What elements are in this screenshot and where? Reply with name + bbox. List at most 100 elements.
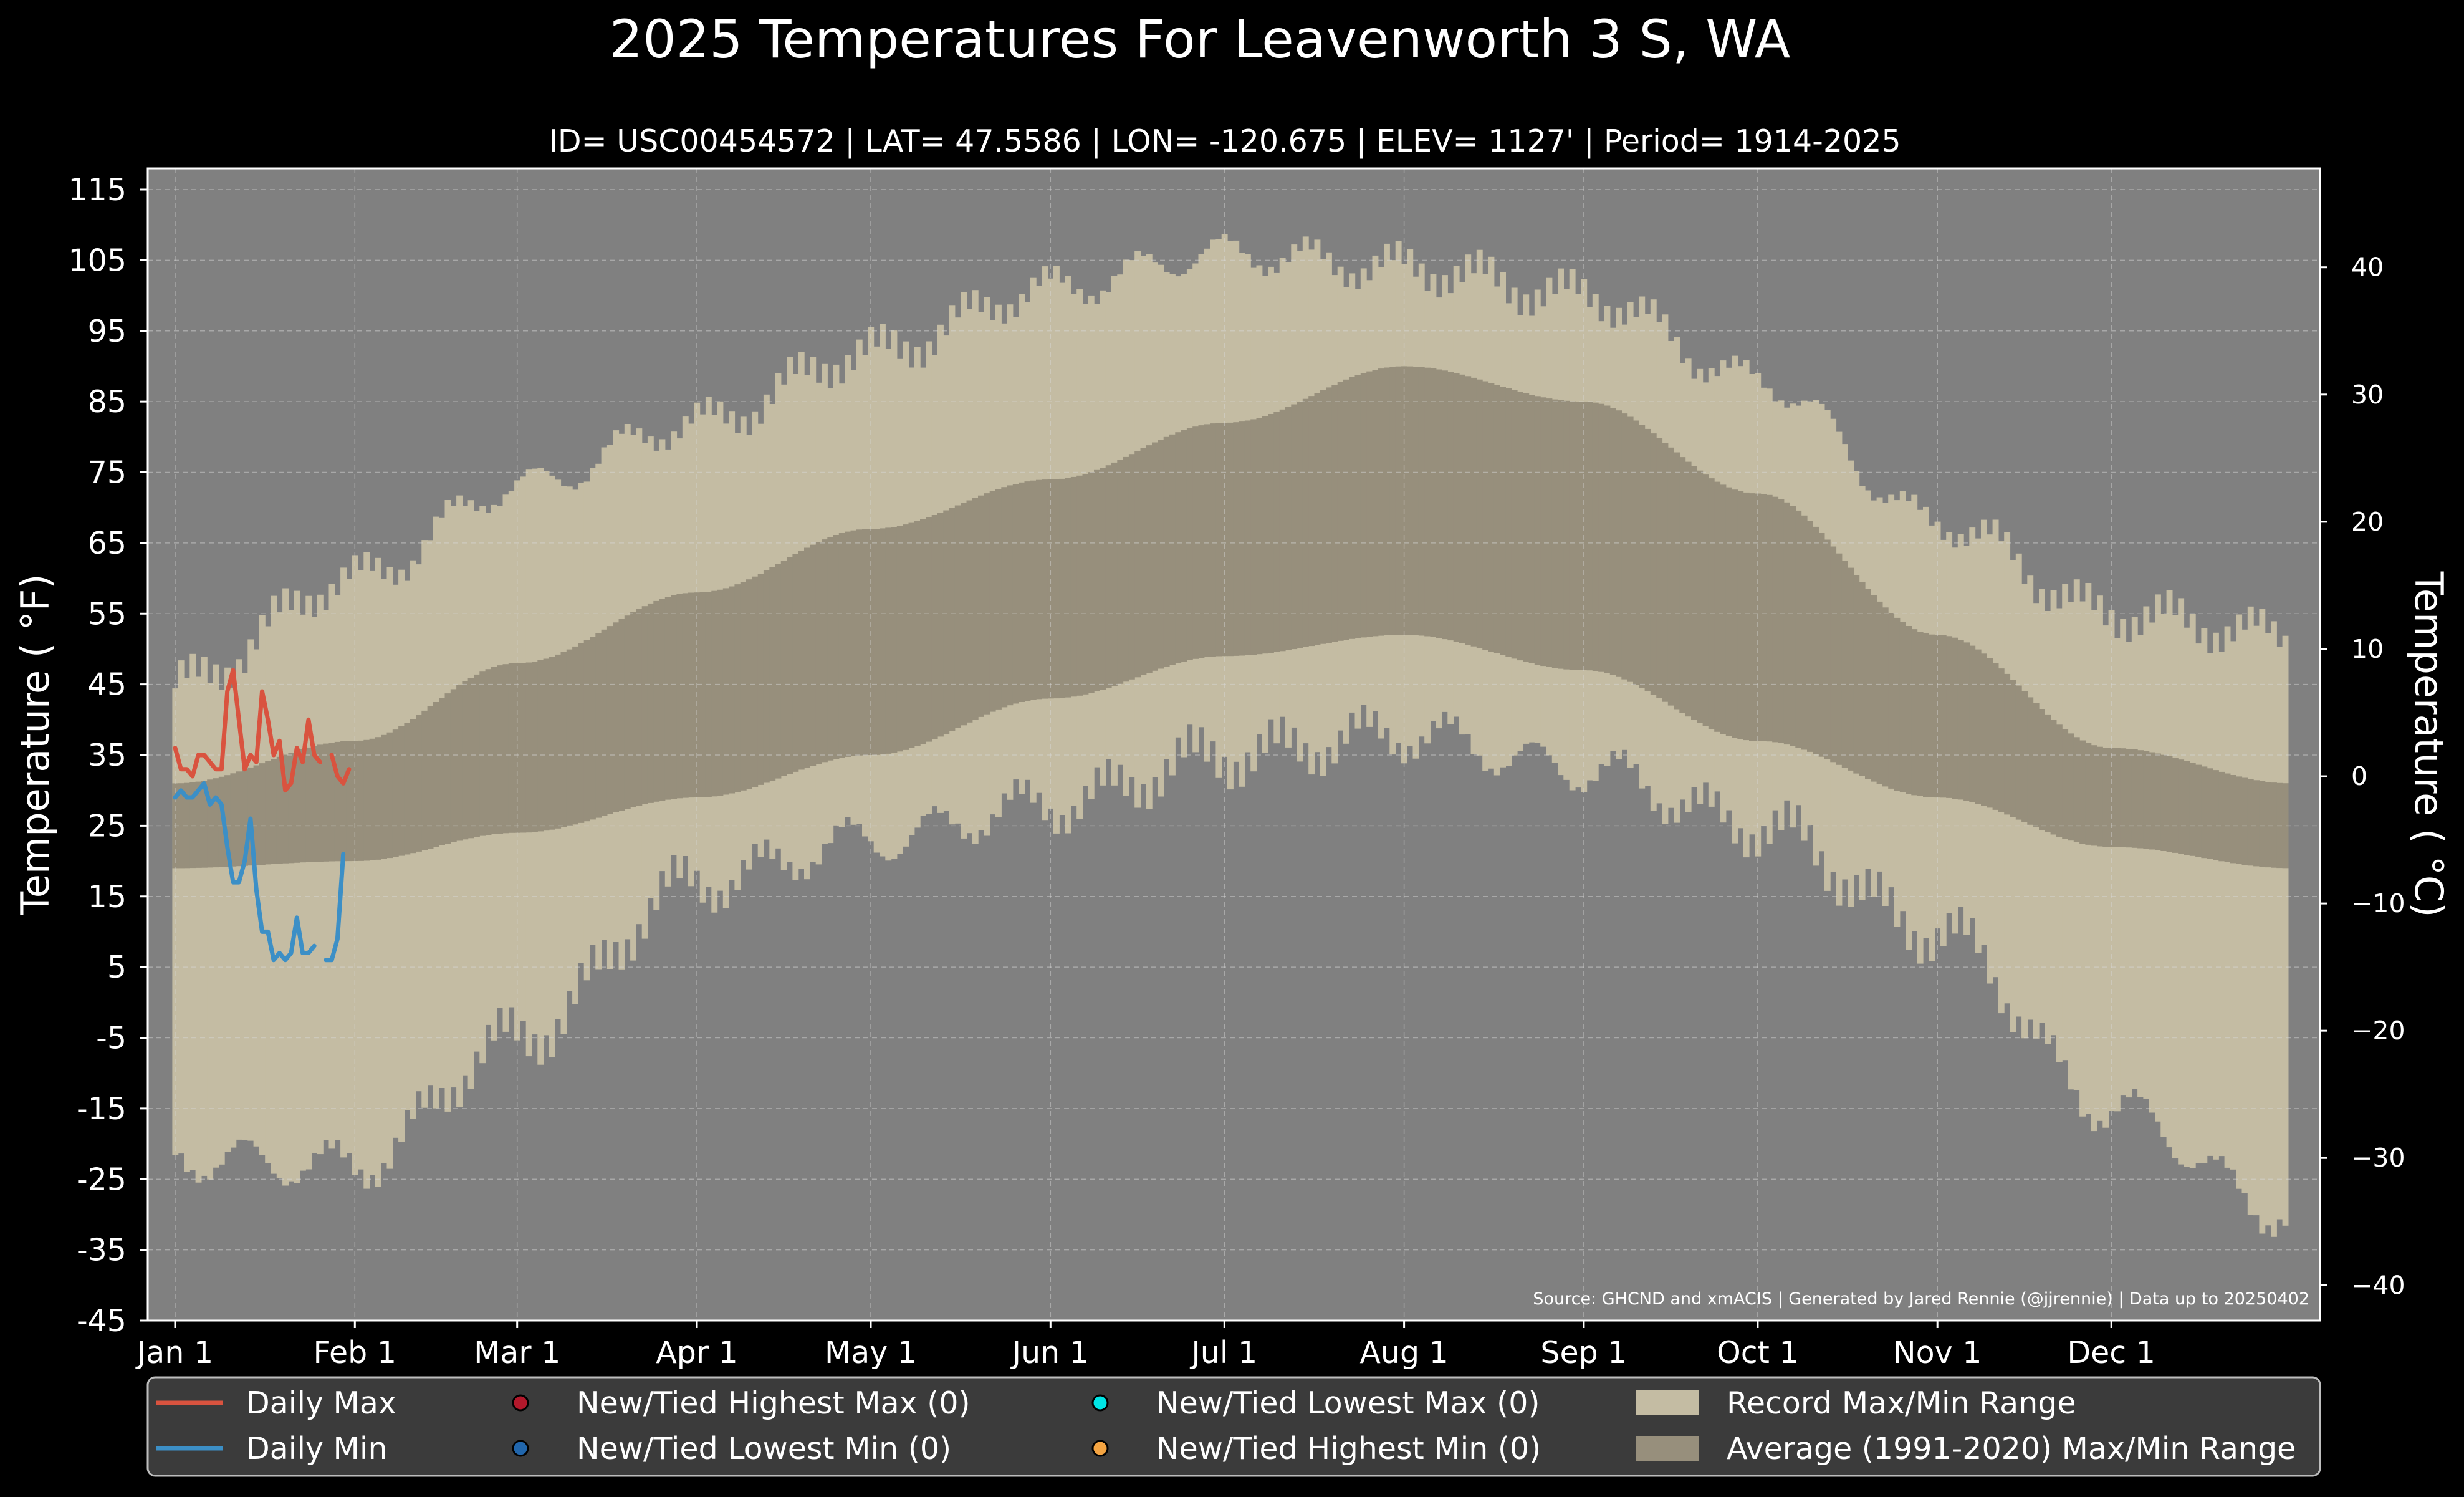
average-bar	[1737, 491, 1744, 739]
average-bar	[1412, 367, 1419, 635]
average-bar	[1801, 515, 1808, 750]
record-bar	[2178, 598, 2185, 1165]
average-bar	[1076, 475, 1083, 696]
average-bar	[474, 674, 480, 837]
average-bar	[636, 609, 643, 806]
record-bar	[2218, 652, 2225, 1157]
y-tick-label: -5	[96, 1021, 127, 1056]
average-bar	[1987, 658, 1993, 808]
record-bar	[2079, 601, 2086, 1117]
average-bar	[2015, 685, 2022, 820]
average-range-bars	[172, 366, 2289, 869]
average-bar	[184, 782, 190, 869]
average-bar	[1134, 451, 1141, 678]
average-bar	[1493, 385, 1500, 653]
average-bar	[2010, 680, 2016, 817]
x-axis-ticks: Jan 1 Feb 1 Mar 1 Apr 1 May 1 Jun 1 Jul 1 Aug 1…	[135, 1321, 2155, 1370]
average-bar	[328, 743, 335, 862]
average-bar	[1465, 376, 1472, 645]
average-bar	[1389, 367, 1396, 635]
average-bar	[682, 593, 689, 798]
average-bar	[1279, 409, 1286, 652]
average-bar	[2271, 782, 2277, 868]
average-bar	[722, 588, 729, 795]
average-bar	[688, 592, 694, 798]
x-tick-label: Jan 1	[135, 1335, 213, 1370]
y-tick-label: 85	[88, 384, 127, 420]
average-bar	[2155, 753, 2161, 850]
record-bar	[265, 626, 272, 1163]
average-bar	[856, 529, 863, 756]
record-bar	[363, 552, 370, 1189]
average-bar	[908, 522, 915, 748]
average-bar	[1401, 366, 1407, 635]
average-bar	[653, 600, 660, 802]
average-bar	[2056, 724, 2063, 837]
average-bar	[641, 606, 648, 804]
average-bar	[1766, 494, 1773, 742]
average-bar	[1720, 484, 1727, 734]
average-bar	[705, 592, 712, 797]
average-bar	[1123, 456, 1129, 682]
legend-average-1991-2020-max-min-range-swatch	[1636, 1436, 1699, 1461]
average-bar	[2137, 750, 2144, 849]
source-note: Source: GHCND and xmACIS | Generated by …	[1533, 1289, 2309, 1309]
average-bar	[647, 603, 654, 803]
average-bar	[1830, 546, 1837, 763]
average-bar	[1865, 589, 1871, 779]
average-bar	[1070, 476, 1077, 697]
average-bar	[1059, 478, 1066, 698]
average-bar	[433, 702, 439, 847]
record-bar	[207, 683, 214, 1180]
average-bar	[2021, 691, 2028, 822]
average-bar	[1656, 438, 1663, 698]
average-bar	[1911, 629, 1918, 796]
average-bar	[311, 746, 318, 862]
record-bar	[2184, 627, 2190, 1167]
average-bar	[201, 781, 208, 868]
average-bar	[926, 517, 932, 742]
average-bar	[242, 769, 248, 866]
average-bar	[740, 582, 747, 791]
average-bar	[763, 570, 770, 783]
average-bar	[1644, 428, 1651, 691]
record-bar	[294, 590, 300, 1183]
average-bar	[671, 595, 678, 799]
average-bar	[1227, 422, 1234, 657]
average-bar	[1511, 390, 1518, 659]
record-bar	[224, 667, 231, 1152]
average-bar	[265, 761, 272, 865]
average-bar	[2004, 673, 2011, 815]
chart-subtitle: ID= USC00454572 | LAT= 47.5586 | LON= -1…	[549, 123, 1901, 159]
legend-new-tied-highest-max-0-label: New/Tied Highest Max (0)	[577, 1385, 971, 1421]
record-bar	[346, 579, 353, 1153]
average-bar	[1783, 502, 1790, 745]
average-bar	[2126, 749, 2132, 848]
average-bar	[1517, 392, 1523, 661]
average-bar	[363, 739, 370, 861]
average-bar	[2276, 782, 2283, 869]
average-bar	[352, 741, 358, 861]
average-bar	[358, 740, 364, 861]
average-bar	[2241, 777, 2248, 865]
average-bar	[572, 646, 578, 825]
record-bar	[189, 653, 196, 1170]
average-bar	[404, 723, 411, 855]
x-tick-label: Sep 1	[1540, 1335, 1627, 1370]
average-bar	[456, 685, 463, 841]
average-bar	[1702, 474, 1709, 726]
record-bar	[2213, 632, 2219, 1160]
average-bar	[543, 658, 550, 831]
average-bar	[1674, 452, 1680, 710]
y2-tick-label: −20	[2351, 1016, 2405, 1046]
average-bar	[2230, 775, 2236, 864]
average-bar	[1221, 423, 1228, 657]
average-bar	[583, 640, 590, 822]
record-bar	[352, 555, 358, 1175]
average-bar	[323, 743, 329, 862]
y-tick-label: -45	[77, 1303, 127, 1339]
average-bar	[1940, 635, 1947, 798]
record-bar	[2108, 610, 2115, 1111]
average-bar	[2097, 746, 2103, 847]
